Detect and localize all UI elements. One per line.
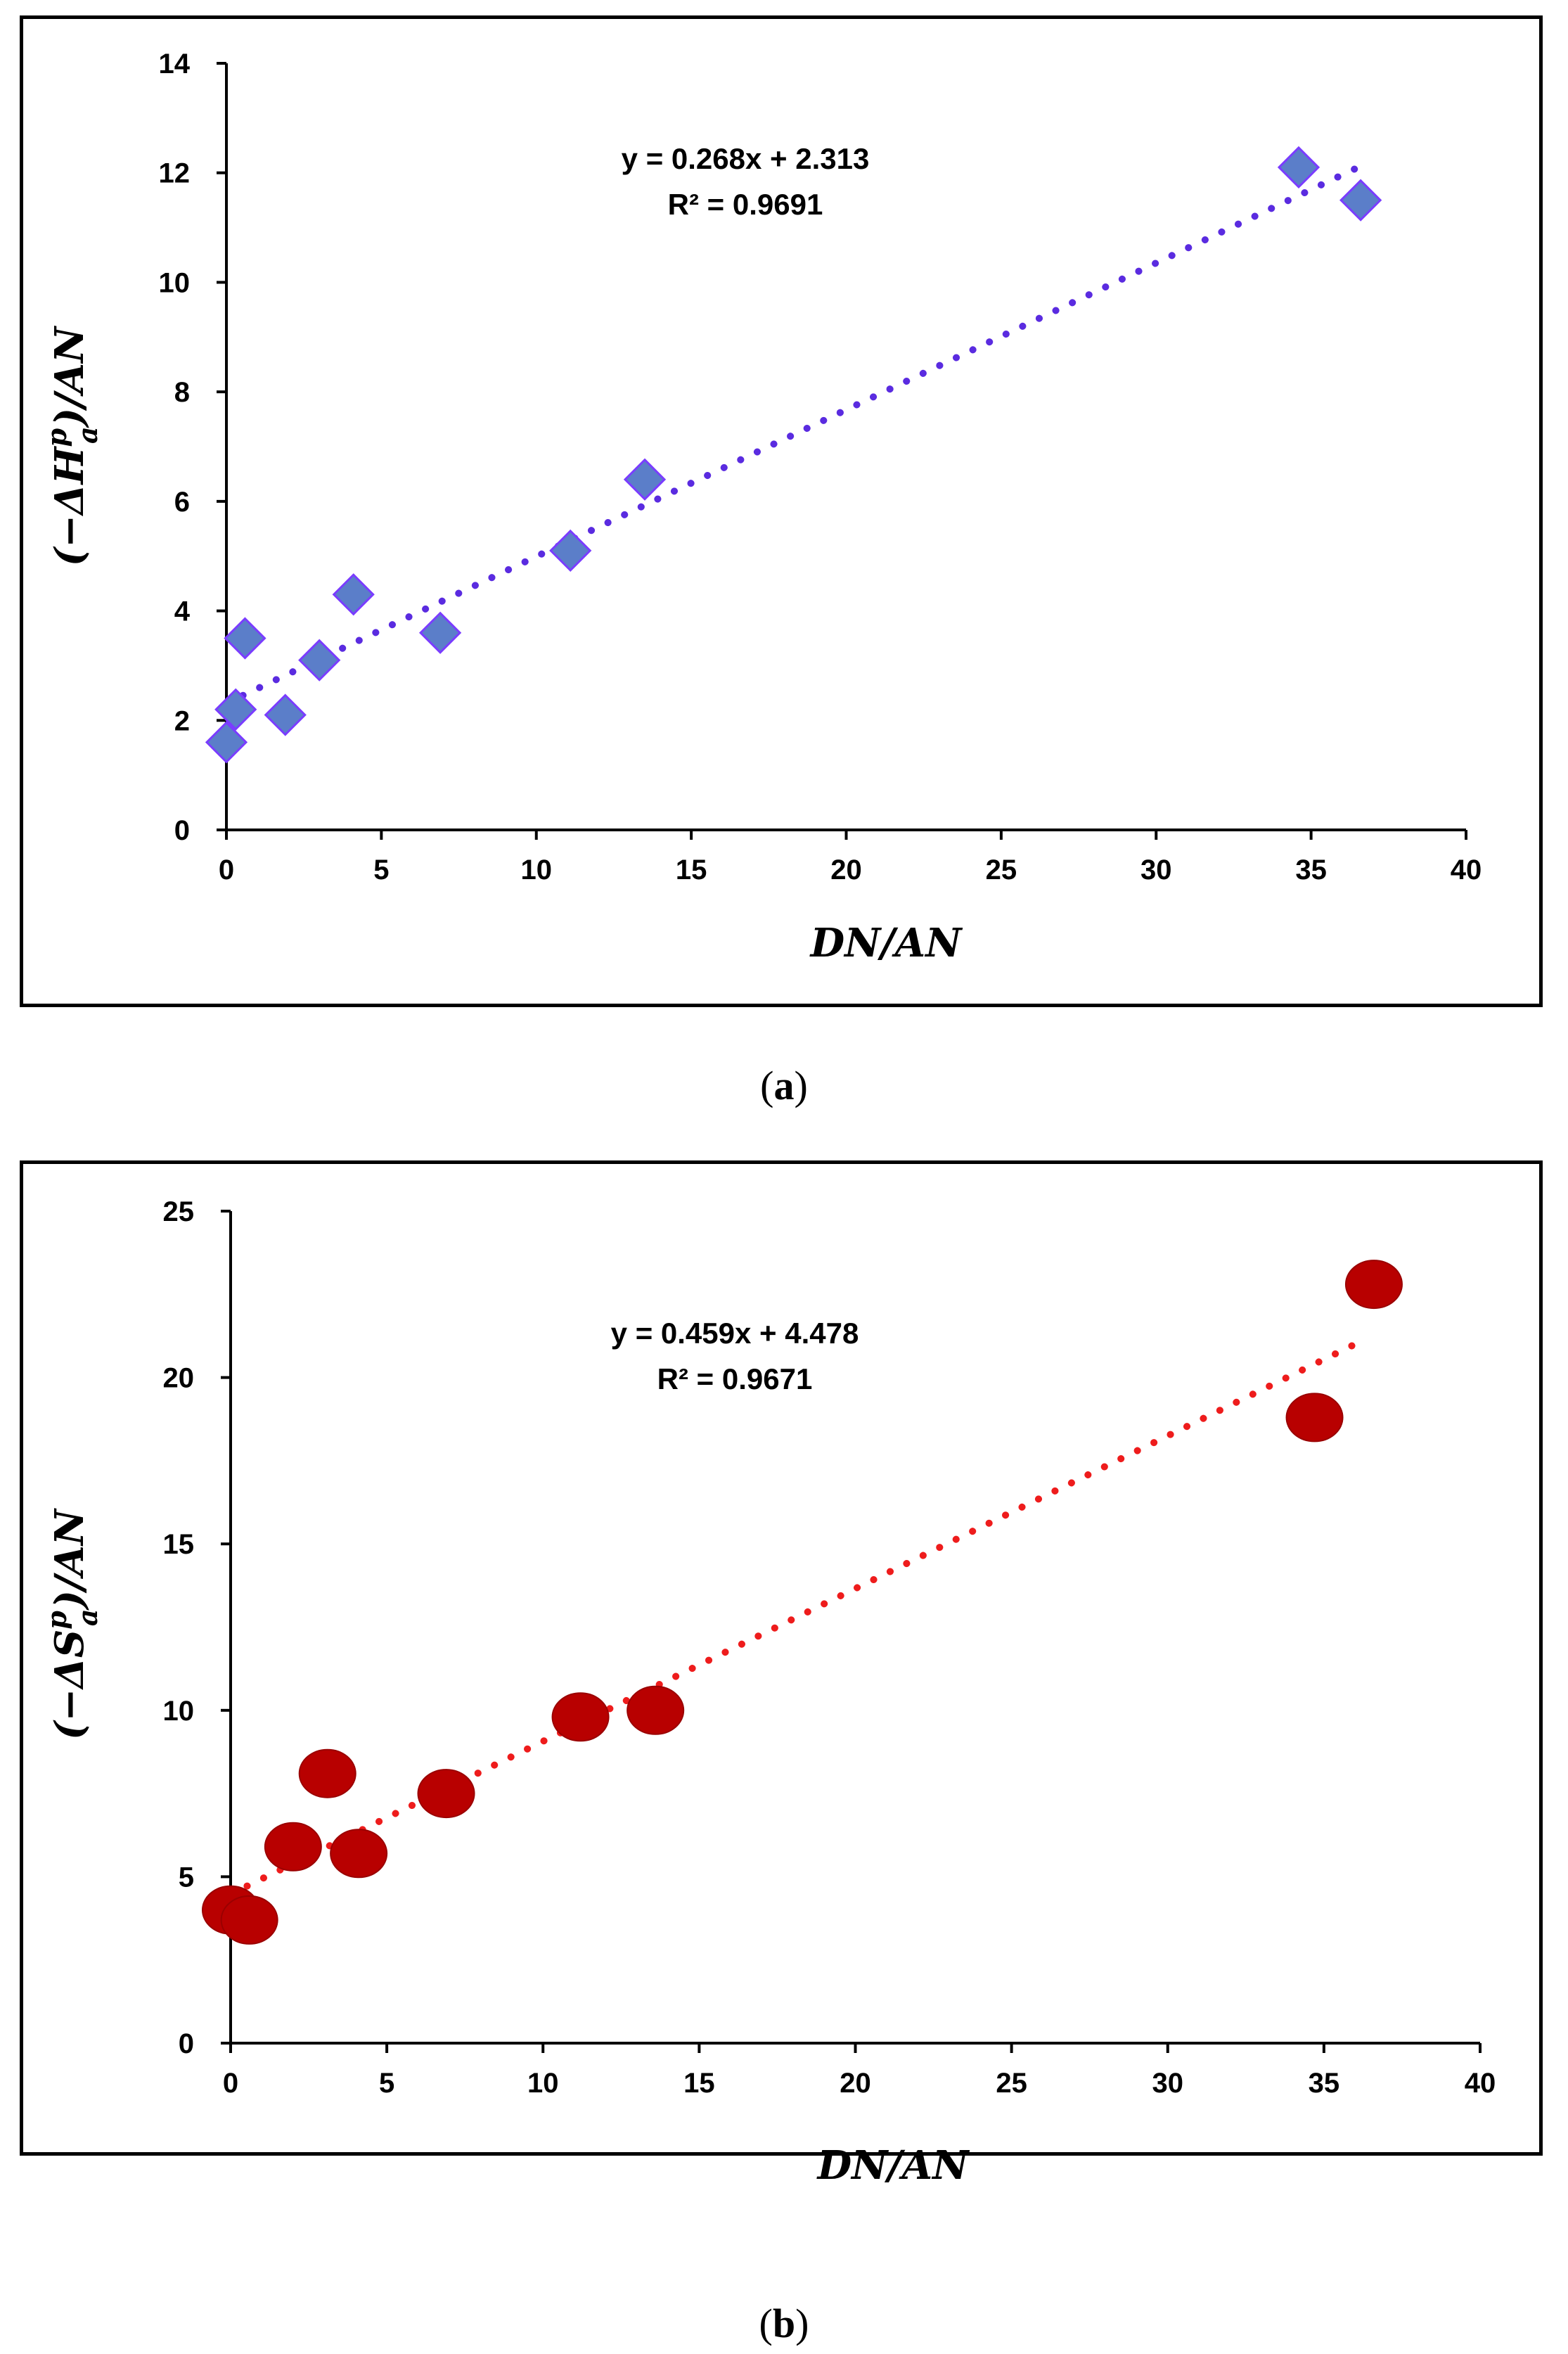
scatter-chart-a: 0 2 4 6 8 10 12 14 0 5 10 15 20 25 30 35 40 y = 0.268x + … (41, 49, 1482, 966)
y-tick-label: 15 (163, 1529, 195, 1560)
r-squared: R² = 0.9691 (668, 188, 823, 221)
trendline-equation: y = 0.459x + 4.478 (611, 1317, 859, 1350)
chart-panel-b (20, 1160, 1543, 2156)
y-axis-label: (−ΔSpa)/AN (41, 1508, 103, 1740)
trendline (223, 162, 1365, 707)
data-point (224, 617, 266, 660)
y-tick-label: 8 (174, 377, 190, 408)
data-point (214, 688, 257, 731)
data-point (626, 1685, 685, 1735)
x-tick-label: 10 (521, 855, 553, 885)
x-tick-label: 5 (379, 2068, 394, 2099)
data-point (205, 721, 248, 764)
x-tick-label: 40 (1451, 855, 1482, 885)
x-tick-label: 40 (1465, 2068, 1496, 2099)
y-tick-label: 2 (174, 705, 190, 736)
data-point (220, 1895, 278, 1945)
data-point (1277, 146, 1320, 189)
y-tick-label: 6 (174, 487, 190, 518)
trendline (227, 1341, 1359, 1898)
data-point (1339, 179, 1382, 222)
x-tick-label: 0 (219, 855, 234, 885)
x-tick-label: 25 (996, 2068, 1027, 2099)
x-tick-label: 15 (676, 855, 707, 885)
y-tick-label: 0 (179, 2028, 194, 2059)
y-tick-label: 25 (163, 1196, 195, 1227)
chart-panel-a (20, 15, 1543, 1007)
data-point (1285, 1393, 1344, 1443)
data-point (1344, 1260, 1403, 1310)
x-tick-label: 20 (830, 855, 862, 885)
y-tick-label: 10 (159, 267, 191, 298)
y-axis-label-part: p (41, 1611, 72, 1630)
data-point (298, 639, 341, 682)
data-point (330, 1829, 388, 1879)
data-point (549, 529, 592, 572)
data-point (418, 611, 462, 654)
x-tick-label: 35 (1309, 2068, 1340, 2099)
data-point (623, 458, 667, 501)
data-point (298, 1748, 356, 1798)
x-axis-label: DN/AN (816, 2142, 970, 2189)
data-point (332, 573, 375, 616)
x-tick-label: 5 (373, 855, 389, 885)
y-tick-label: 0 (174, 815, 190, 846)
y-axis-label-part: a (72, 1609, 103, 1627)
caption-a: (a) (760, 1063, 808, 1108)
y-axis-label-part: (−ΔS (46, 1630, 93, 1740)
y-axis-label-part: p (41, 428, 72, 447)
x-tick-label: 20 (840, 2068, 871, 2099)
y-tick-label: 4 (174, 596, 191, 627)
y-axis-label-part: )/AN (46, 1508, 93, 1611)
x-tick-label: 25 (986, 855, 1017, 885)
data-point (417, 1769, 475, 1819)
x-tick-label: 30 (1140, 855, 1172, 885)
data-point (264, 1822, 322, 1872)
y-axis-label: (−ΔHpa)/AN (41, 326, 103, 566)
x-tick-label: 35 (1295, 855, 1327, 885)
y-axis-label-part: )/AN (46, 326, 93, 428)
y-axis-label-part: a (72, 426, 103, 444)
caption-b: (b) (759, 2301, 809, 2346)
data-point (551, 1692, 610, 1742)
y-axis-label-part: (−ΔH (46, 445, 93, 566)
scatter-chart-b: 0 5 10 15 20 25 0 5 10 15 20 25 30 35 40 y = 0.459x + 4… (41, 1196, 1496, 2189)
x-axis-label: DN/AN (809, 920, 963, 966)
r-squared: R² = 0.9671 (657, 1362, 813, 1395)
y-tick-label: 20 (163, 1363, 195, 1394)
trendline-equation: y = 0.268x + 2.313 (622, 142, 870, 175)
y-tick-label: 5 (179, 1862, 194, 1893)
y-axis-label-text: (−ΔSpa)/AN (41, 1508, 103, 1740)
y-axis-label-text: (−ΔHpa)/AN (41, 326, 103, 566)
y-tick-label: 12 (159, 158, 191, 189)
y-tick-label: 14 (159, 49, 191, 79)
x-tick-label: 15 (683, 2068, 715, 2099)
x-tick-label: 10 (527, 2068, 559, 2099)
y-tick-label: 10 (163, 1696, 195, 1727)
data-point (264, 693, 307, 736)
x-tick-label: 0 (223, 2068, 238, 2099)
x-tick-label: 30 (1152, 2068, 1184, 2099)
